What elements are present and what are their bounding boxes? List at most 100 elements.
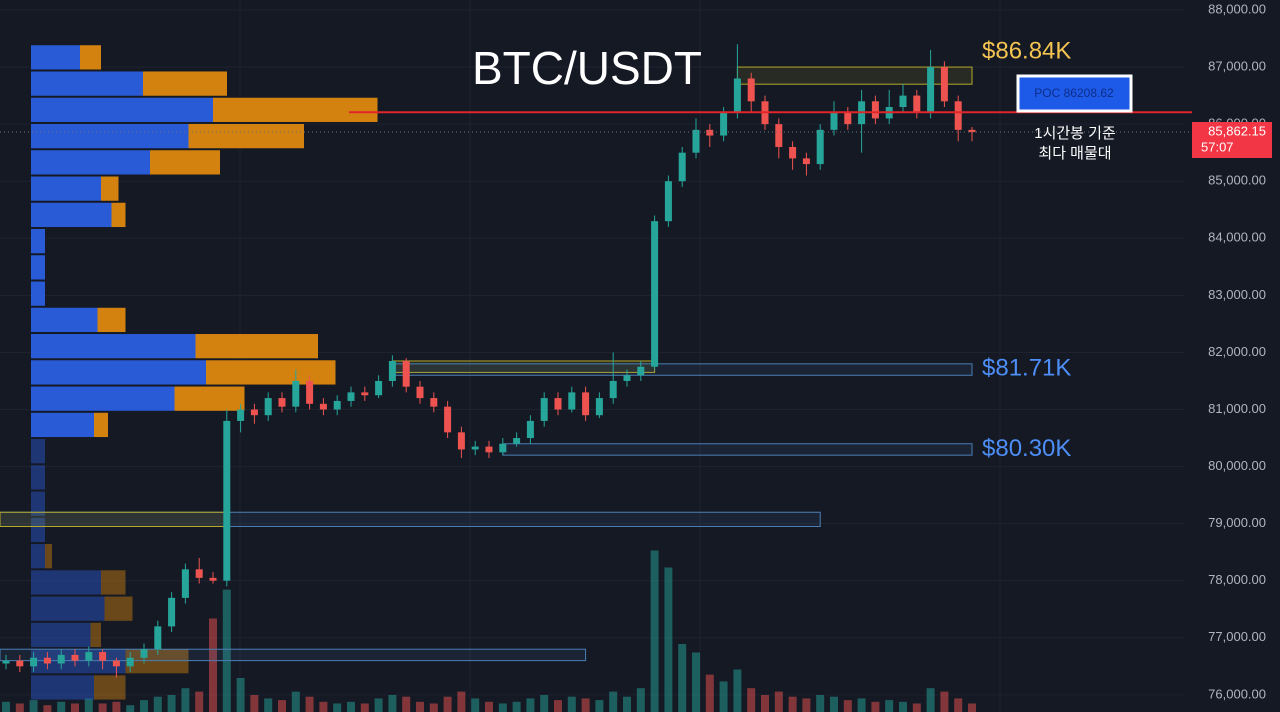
note: 최다 매물대 <box>1038 145 1111 162</box>
volume-bar <box>774 691 783 712</box>
candle-body <box>416 386 424 399</box>
candle-body <box>278 398 286 407</box>
volume-bar <box>319 701 328 712</box>
profile-down <box>125 649 189 674</box>
candle-body <box>264 398 272 416</box>
candle-body <box>485 446 493 453</box>
volume-bar <box>623 696 631 712</box>
y-tick-label: 76,000.00 <box>1208 686 1266 701</box>
y-tick-label: 85,000.00 <box>1208 173 1266 188</box>
zone <box>0 648 587 662</box>
volume-bar <box>71 703 79 712</box>
volume-bar <box>705 674 714 712</box>
candle-body <box>706 129 714 136</box>
candle-body <box>664 181 672 222</box>
volume-bar <box>457 691 466 712</box>
volume-bar <box>360 703 369 712</box>
profile-down <box>143 71 227 96</box>
profile-down <box>80 45 101 70</box>
volume-bar <box>747 688 756 712</box>
volume-bar <box>940 691 949 712</box>
candle-body <box>651 221 659 367</box>
candle-body <box>71 654 79 661</box>
candle-body <box>940 67 948 102</box>
candle-body <box>209 577 217 581</box>
zone <box>502 443 973 456</box>
volume-bar <box>278 700 286 712</box>
profile-down <box>213 97 378 122</box>
volume-bar <box>209 618 217 712</box>
candle-body <box>2 660 10 664</box>
profile-down <box>111 202 126 228</box>
volume-bar <box>43 705 52 712</box>
volume-bar <box>871 701 880 712</box>
y-tick-label: 77,000.00 <box>1208 629 1266 644</box>
volume-bar <box>112 701 121 712</box>
volume-bar <box>512 701 521 712</box>
volume-bar <box>347 701 355 712</box>
candle-body <box>499 443 507 453</box>
candle-body <box>775 124 783 147</box>
candle-body <box>30 657 38 667</box>
candle-body <box>816 129 824 165</box>
volume-bar <box>15 703 24 712</box>
volume-bar <box>954 698 963 712</box>
candle-body <box>637 366 645 376</box>
candle-body <box>954 101 962 130</box>
candle-body <box>471 446 479 450</box>
volume-bar <box>857 698 866 712</box>
profile-up <box>31 412 94 438</box>
volume-bar <box>678 644 687 712</box>
profile-up <box>31 45 80 70</box>
volume-bar <box>485 701 493 712</box>
y-tick-label: 82,000.00 <box>1208 344 1266 359</box>
candle-body <box>250 409 258 416</box>
volume-bar <box>98 703 107 712</box>
volume-bar <box>374 698 383 712</box>
y-tick-label: 88,000.00 <box>1208 1 1266 16</box>
y-tick-label: 78,000.00 <box>1208 572 1266 587</box>
last-price-box <box>1192 122 1272 159</box>
candle-body <box>747 78 755 102</box>
y-tick-label: 84,000.00 <box>1208 230 1266 245</box>
volume-bar <box>912 703 921 712</box>
volume-bar <box>305 696 314 712</box>
candle-body <box>126 657 134 667</box>
volume-bar <box>333 703 342 712</box>
volume-bar <box>498 703 507 712</box>
volume-bar <box>416 701 424 712</box>
volume-bar <box>264 698 273 712</box>
profile-down <box>94 675 126 700</box>
candle-body <box>595 398 603 416</box>
profile-down <box>188 123 304 149</box>
zone <box>0 511 228 528</box>
candle-body <box>85 652 93 661</box>
candle-body <box>554 398 562 410</box>
profile-up <box>31 334 196 359</box>
volume-bar <box>636 688 645 712</box>
profile-up <box>31 360 206 385</box>
profile-up <box>31 491 45 516</box>
profile-down <box>150 150 220 175</box>
candle-body <box>582 392 590 416</box>
volume-bar <box>581 698 590 712</box>
profile-down <box>206 360 336 385</box>
candle-body <box>568 392 576 410</box>
candle-body <box>526 420 534 439</box>
candle-body <box>402 360 410 387</box>
volume-bar <box>733 669 742 712</box>
candle-body <box>623 375 631 381</box>
volume-bar <box>719 681 728 712</box>
profile-down <box>45 544 52 569</box>
volume-bar <box>140 700 148 712</box>
candle-body <box>692 129 700 153</box>
candle-body <box>968 129 976 133</box>
volume-bar <box>968 703 976 712</box>
candle-body <box>720 112 728 136</box>
profile-up <box>31 123 189 149</box>
profile-up <box>31 202 112 228</box>
volume-bar <box>443 696 452 712</box>
volume-bar <box>195 691 204 712</box>
